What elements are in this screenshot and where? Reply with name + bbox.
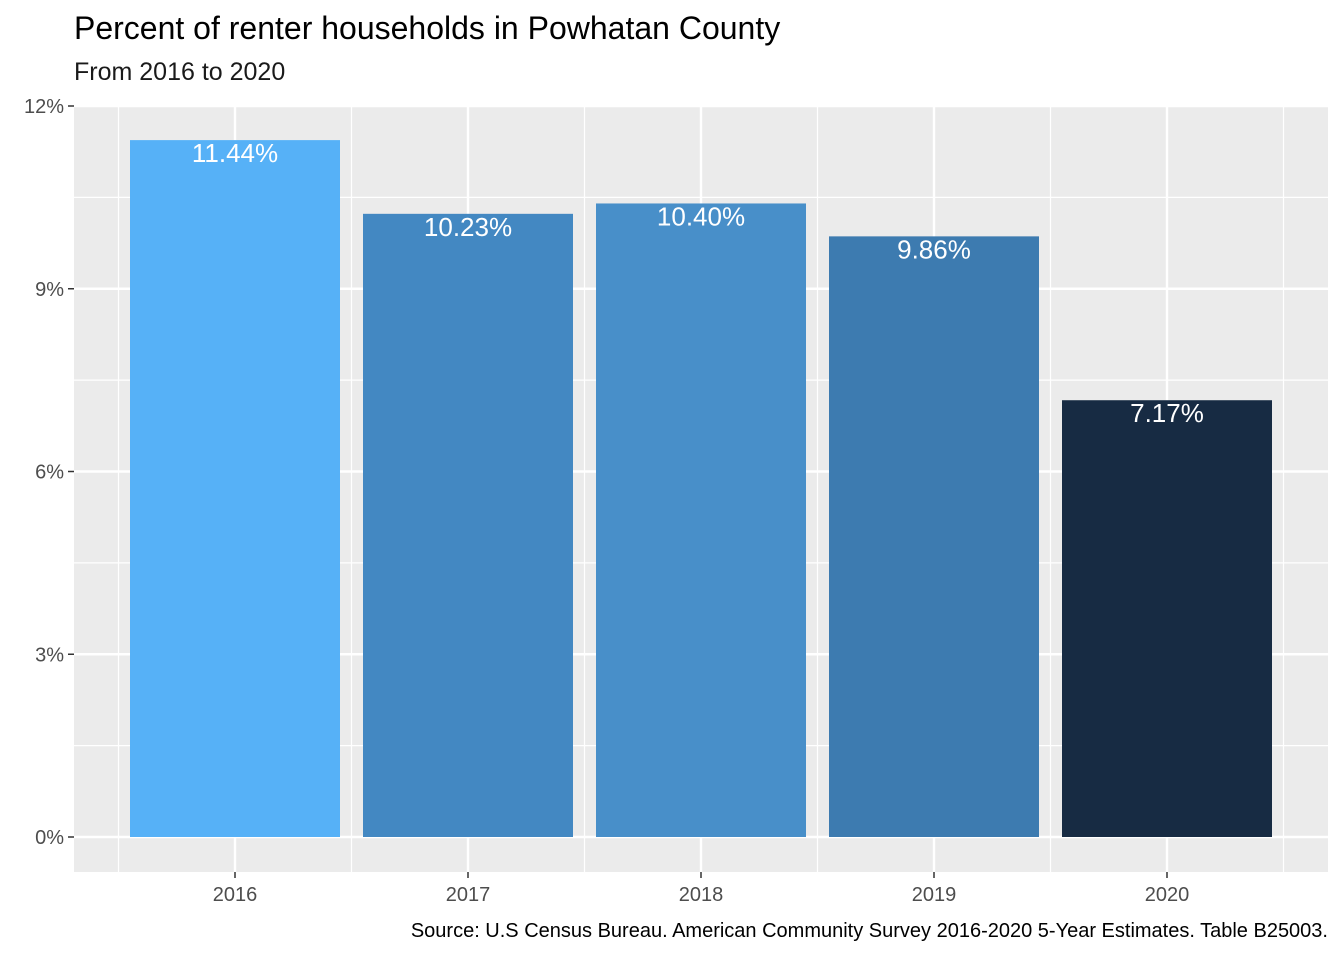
y-tick-label: 3% — [35, 644, 64, 666]
bar-value-label: 7.17% — [1130, 398, 1204, 428]
x-tick-label: 2020 — [1145, 884, 1190, 906]
bar-value-label: 10.40% — [657, 201, 745, 231]
x-tick-label: 2017 — [446, 884, 491, 906]
y-tick-label: 12% — [24, 96, 64, 118]
axes: 0% 3% 6% 9% 12% 2016 2017 2018 2019 2020 — [24, 96, 1189, 906]
bar-2019 — [829, 236, 1039, 837]
bar-2016 — [130, 140, 340, 837]
bar-value-label: 9.86% — [897, 234, 971, 264]
y-tick-label: 0% — [35, 827, 64, 849]
bar-2020 — [1062, 400, 1272, 837]
bar-value-label: 11.44% — [192, 138, 278, 168]
bars: 11.44% 10.23% 10.40% 9.86% 7.17% — [130, 138, 1272, 837]
chart-caption: Source: U.S Census Bureau. American Comm… — [410, 920, 1328, 942]
bar-2018 — [596, 203, 806, 837]
x-tick-label: 2019 — [912, 884, 957, 906]
chart-subtitle: From 2016 to 2020 — [74, 58, 286, 86]
x-tick-label: 2016 — [213, 884, 258, 906]
bar-value-label: 10.23% — [424, 212, 512, 242]
y-tick-label: 6% — [35, 462, 64, 484]
bar-2017 — [363, 213, 573, 837]
y-tick-label: 9% — [35, 279, 64, 301]
x-tick-label: 2018 — [679, 884, 724, 906]
chart-title: Percent of renter households in Powhatan… — [74, 10, 781, 46]
